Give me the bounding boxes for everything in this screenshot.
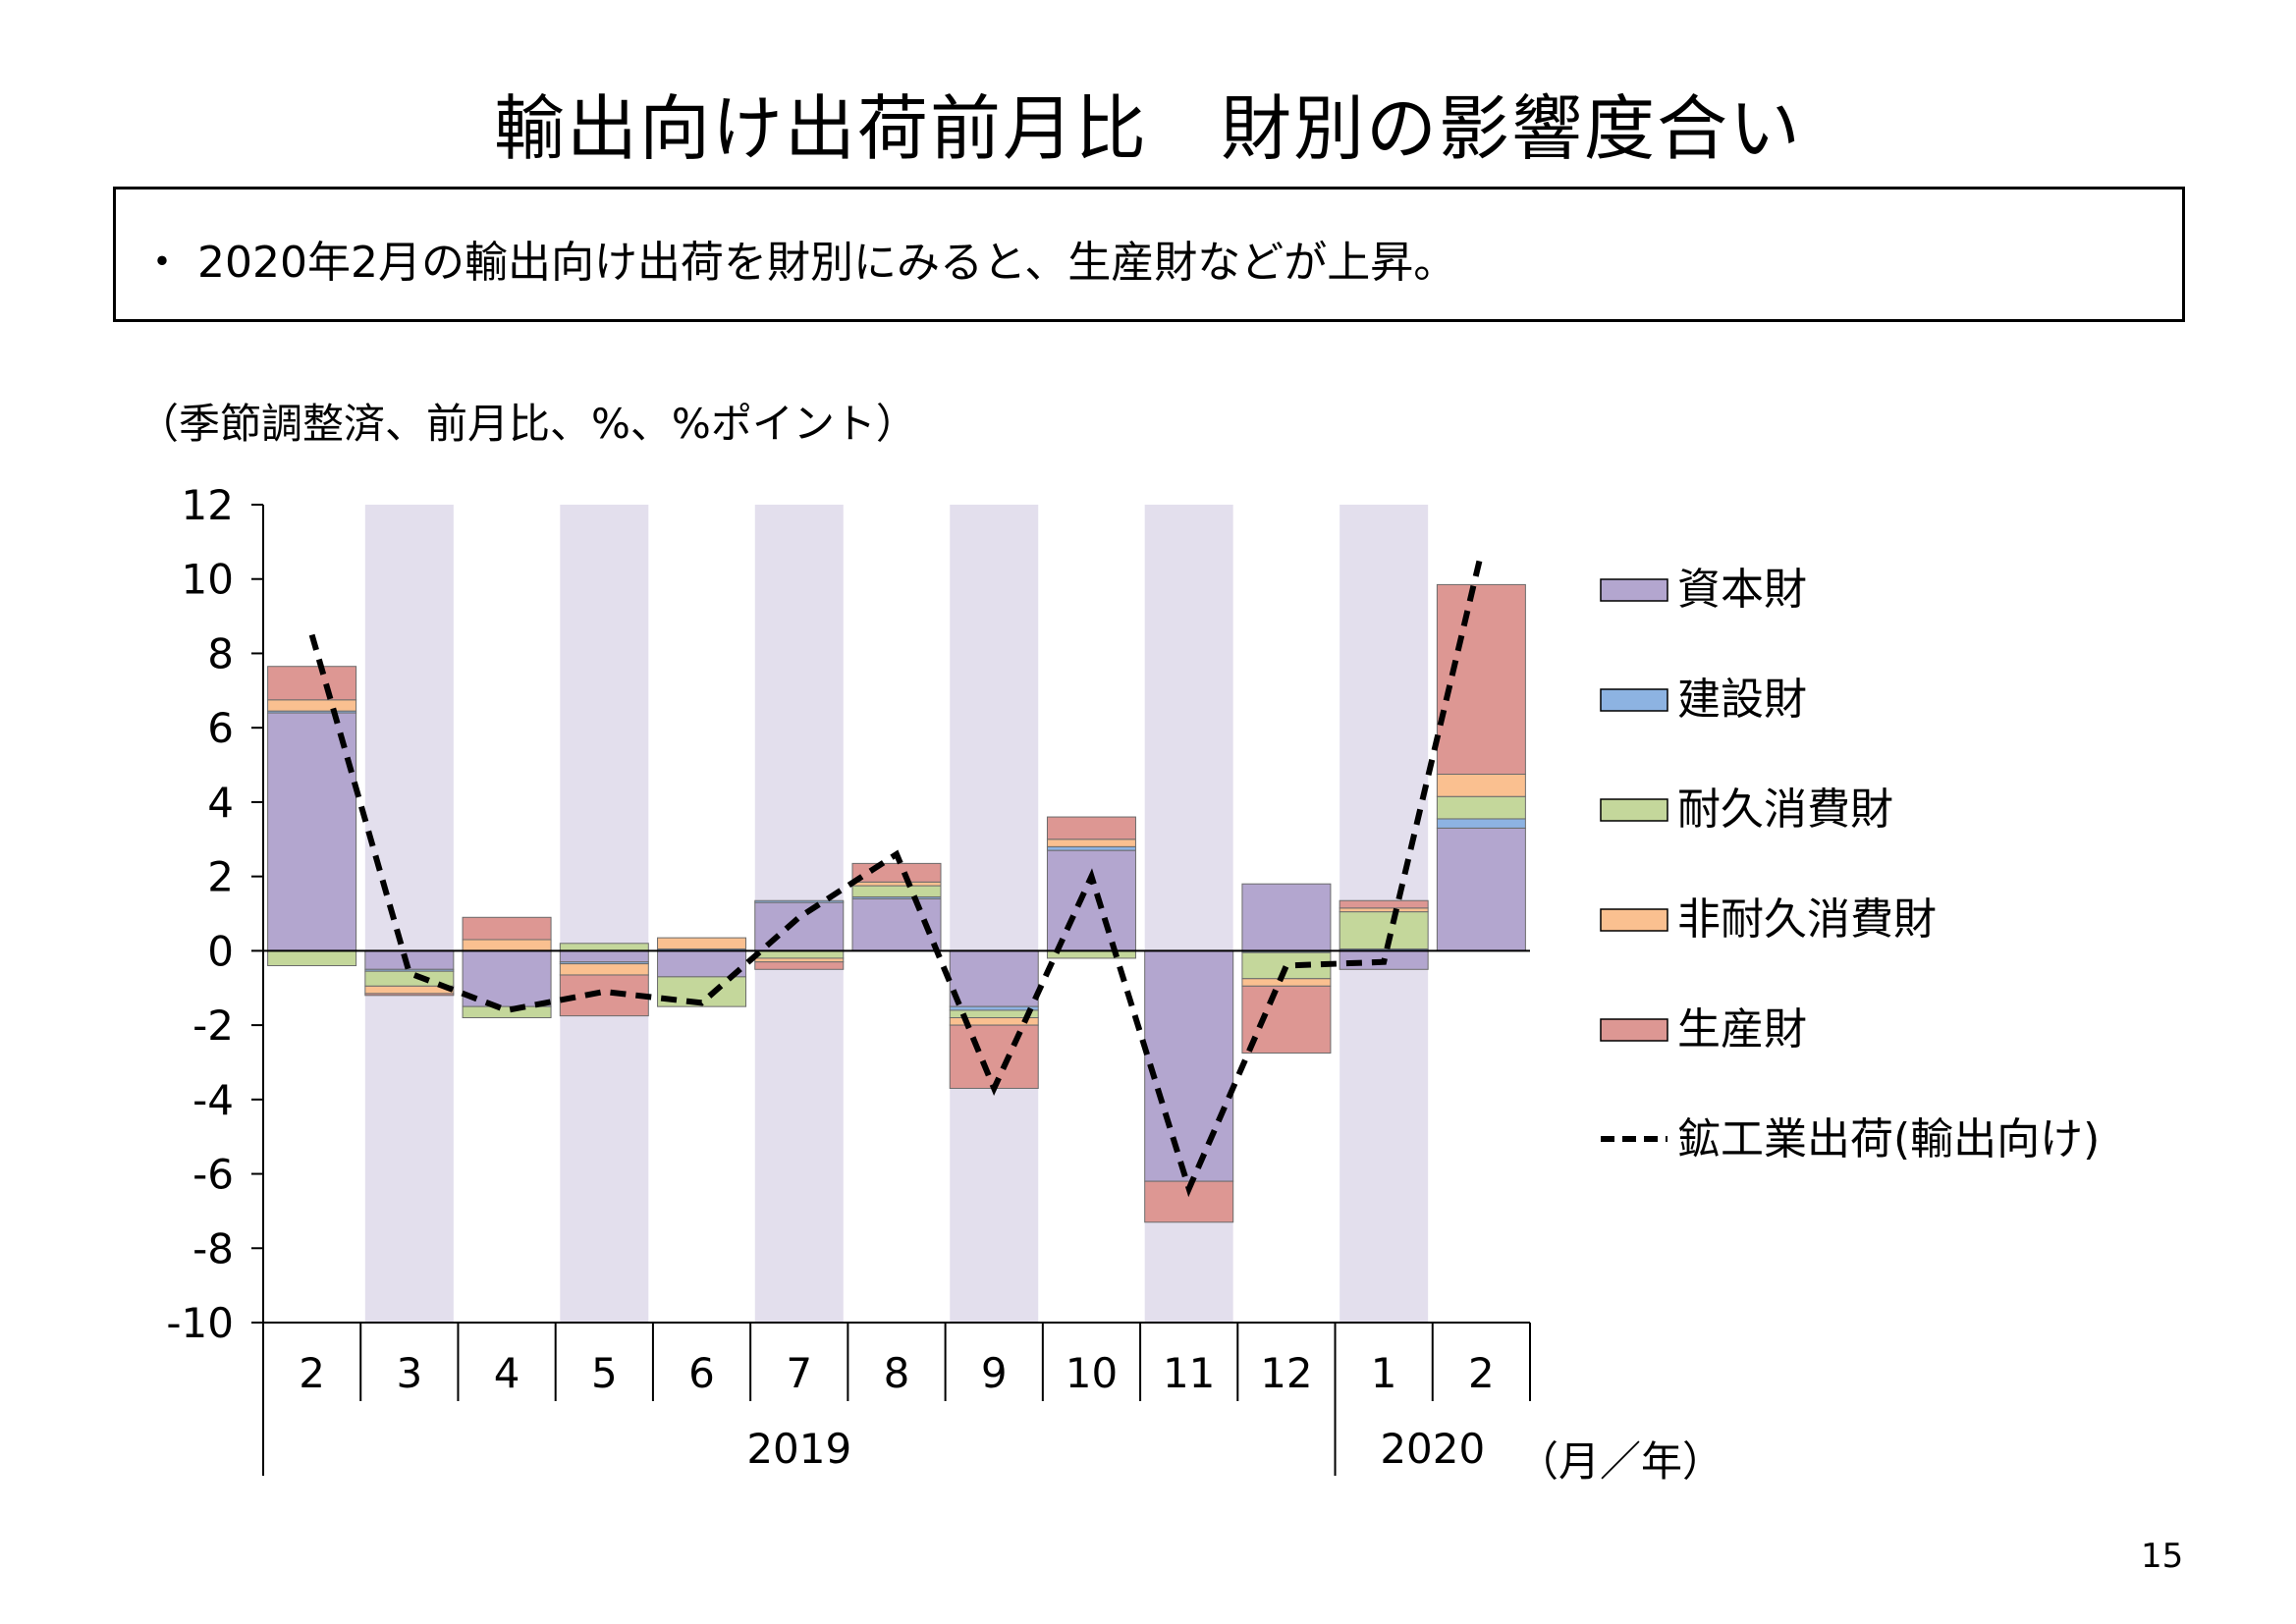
bar-segment	[754, 961, 845, 970]
bar-segment	[1436, 774, 1526, 797]
page-title: 輸出向け出荷前月比 財別の影響度合い	[493, 87, 1802, 170]
bar-segment	[754, 949, 845, 959]
summary-text: ・ 2020年2月の輸出向け出荷を財別にみると、生産財などが上昇。	[140, 238, 1457, 288]
bar-segment	[364, 993, 455, 997]
y-tick-label: -6	[192, 1151, 234, 1199]
shaded-band	[950, 505, 1039, 1323]
x-tick-label: 9	[981, 1349, 1008, 1397]
bar-segment	[1436, 818, 1526, 829]
bar-segment	[754, 957, 845, 963]
bar-segment	[754, 899, 845, 903]
x-tick-label: 6	[688, 1349, 715, 1397]
bar-segment	[851, 885, 942, 897]
x-tick-label: 5	[591, 1349, 618, 1397]
legend-label: 鉱工業出荷(輸出向け)	[1677, 1114, 2100, 1164]
x-axis-unit-label: （月／年）	[1517, 1437, 1723, 1486]
bar-segment	[1046, 949, 1136, 959]
bar-segment	[1046, 839, 1136, 847]
legend-label: 資本財	[1677, 565, 1807, 615]
y-tick-label: -10	[166, 1299, 234, 1347]
bar-segment	[1436, 583, 1526, 776]
x-tick-label: 1	[1371, 1349, 1397, 1397]
y-tick-label: -8	[192, 1224, 234, 1272]
bar-segments	[267, 583, 1526, 1223]
total-line	[308, 552, 1485, 1198]
bar-segment	[1046, 849, 1136, 951]
bar-segment	[267, 949, 357, 967]
year-label: 2020	[1380, 1425, 1485, 1473]
bar-segment	[1046, 816, 1136, 840]
legend-swatch	[1600, 688, 1668, 712]
y-tick-label: 12	[182, 481, 234, 529]
bar-segment	[462, 939, 552, 951]
bar-segment	[1144, 949, 1234, 1182]
bar-segment	[1241, 978, 1332, 987]
x-tick-label: 11	[1163, 1349, 1215, 1397]
bar-segment	[559, 963, 649, 976]
bar-segment	[559, 949, 649, 963]
bar-segment	[1436, 827, 1526, 951]
bar-segment	[267, 712, 357, 951]
x-tick-label: 2	[1468, 1349, 1495, 1397]
legend-label: 建設財	[1677, 675, 1807, 725]
x-tick-label: 7	[786, 1349, 812, 1397]
bar-segment	[1436, 795, 1526, 820]
legend-label: 耐久消費財	[1677, 785, 1893, 835]
bar-segment	[949, 1024, 1039, 1089]
bar-segment	[657, 937, 747, 949]
bar-segment	[559, 943, 649, 951]
shaded-bands	[364, 505, 1429, 1323]
x-tick-label: 8	[884, 1349, 910, 1397]
legend-label: 非耐久消費財	[1677, 894, 1937, 945]
legend-swatch	[1600, 1018, 1668, 1042]
bar-segment	[462, 1005, 552, 1019]
bar-segment	[462, 916, 552, 941]
bar-segment	[1339, 911, 1429, 949]
shaded-band	[364, 505, 454, 1323]
bar-segment	[1339, 899, 1429, 909]
y-tick-label: -2	[192, 1001, 234, 1050]
bar-segment	[851, 862, 942, 883]
x-tick-label: 10	[1066, 1349, 1118, 1397]
bar-segment	[949, 949, 1039, 1007]
y-tick-label: 2	[207, 853, 234, 901]
bar-segment	[1339, 907, 1429, 913]
bar-segment	[1046, 845, 1136, 851]
shaded-band	[560, 505, 649, 1323]
bar-segment	[949, 1005, 1039, 1011]
bar-segment	[1241, 951, 1332, 980]
bar-segment	[462, 949, 552, 1007]
page-number: 15	[2141, 1537, 2184, 1576]
year-label: 2019	[746, 1425, 851, 1473]
x-tick-label: 2	[299, 1349, 325, 1397]
bar-segment	[1241, 985, 1332, 1054]
total-line-path	[308, 552, 1485, 1198]
legend-label: 生産財	[1677, 1004, 1807, 1055]
summary-box: ・ 2020年2月の輸出向け出荷を財別にみると、生産財などが上昇。	[113, 187, 2185, 322]
bar-segment	[1241, 883, 1332, 951]
y-tick-label: 4	[207, 779, 234, 827]
y-tick-label: 6	[207, 704, 234, 752]
bar-segment	[267, 666, 357, 701]
legend-swatch	[1600, 798, 1668, 822]
legend-swatch	[1600, 578, 1668, 602]
bar-segment	[657, 949, 747, 978]
x-tick-label: 3	[396, 1349, 422, 1397]
x-tick-label: 12	[1260, 1349, 1312, 1397]
bar-segment	[267, 699, 357, 712]
bar-segment	[851, 881, 942, 887]
y-tick-label: 0	[207, 927, 234, 975]
unit-note: （季節調整済、前月比、%、%ポイント）	[137, 400, 917, 448]
legend-swatch	[1600, 908, 1668, 932]
x-tick-label: 4	[494, 1349, 520, 1397]
y-tick-label: -4	[192, 1076, 234, 1124]
y-tick-label: 8	[207, 629, 234, 677]
y-tick-label: 10	[182, 556, 234, 604]
